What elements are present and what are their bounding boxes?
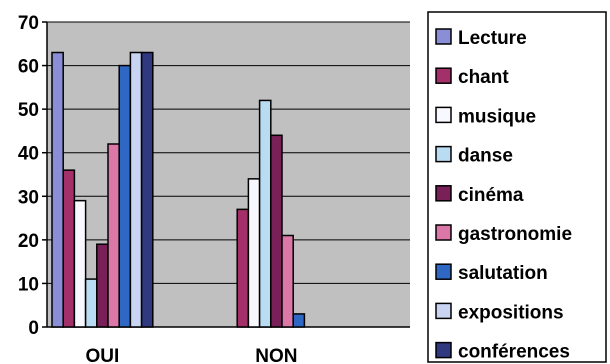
bar-oui-6 — [118, 64, 132, 328]
legend-swatch — [435, 185, 452, 202]
y-tick-label: 40 — [18, 144, 39, 165]
y-tick-label: 10 — [18, 274, 39, 295]
legend-label: gastronomie — [458, 224, 572, 245]
legend-label: cinéma — [458, 185, 524, 206]
legend-swatch — [435, 263, 452, 280]
y-axis-ticks: 0 10 20 30 40 50 60 70 — [18, 13, 47, 339]
legend-swatch — [435, 106, 452, 124]
legend-label: Lecture — [458, 28, 527, 49]
legend-swatch — [435, 224, 452, 241]
legend-swatch — [435, 145, 452, 163]
bar-oui-3 — [84, 278, 98, 328]
bar-non-3 — [258, 99, 272, 328]
legend-swatch — [435, 341, 452, 359]
y-tick-label: 30 — [18, 187, 39, 208]
legend-label: musique — [458, 106, 536, 127]
legend-label: expositions — [458, 302, 564, 323]
bar-oui-0 — [51, 51, 64, 328]
x-tick-label: NON — [255, 346, 297, 364]
y-tick-label: 60 — [18, 57, 39, 78]
bar-non-4 — [270, 134, 283, 328]
bars — [51, 51, 306, 328]
bar-non-5 — [281, 234, 294, 328]
y-tick-label: 20 — [18, 231, 39, 252]
y-tick-label: 70 — [18, 13, 39, 34]
y-tick-label: 0 — [28, 318, 39, 339]
legend-box — [427, 11, 607, 363]
bar-non-2 — [247, 178, 261, 328]
bar-oui-2 — [73, 199, 87, 328]
y-tick-label: 50 — [18, 100, 39, 121]
legend-label: chant — [458, 67, 509, 88]
legend-label: danse — [458, 146, 513, 167]
bar-oui-1 — [62, 169, 76, 328]
legend-swatch — [435, 28, 452, 45]
legend-swatch — [435, 67, 452, 84]
legend-swatch — [435, 302, 452, 320]
bar-oui-5 — [107, 143, 120, 328]
x-tick-label: OUI — [86, 346, 120, 364]
bar-oui-4 — [96, 243, 109, 328]
bar-oui-7 — [129, 51, 143, 328]
legend-label: salutation — [458, 263, 548, 284]
legend: Lecture chant musique danse cinéma gastronomi… — [427, 11, 607, 363]
bar-non-1 — [236, 208, 250, 328]
bar-non-6 — [292, 313, 306, 328]
legend-label: conférences — [458, 342, 570, 363]
bar-oui-8 — [140, 51, 154, 328]
x-axis-labels: OUI NON — [86, 346, 298, 364]
